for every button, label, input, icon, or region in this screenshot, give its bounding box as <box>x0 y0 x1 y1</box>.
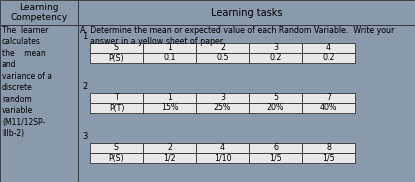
Text: 8: 8 <box>326 143 331 153</box>
Bar <box>143 53 196 63</box>
Text: 2: 2 <box>82 82 87 91</box>
Text: 2: 2 <box>167 143 172 153</box>
Text: 3: 3 <box>82 132 88 141</box>
Bar <box>143 143 196 153</box>
Text: 4: 4 <box>326 43 331 52</box>
Text: 6: 6 <box>273 143 278 153</box>
Bar <box>78 0 415 25</box>
Text: 1: 1 <box>82 32 87 41</box>
Text: P(T): P(T) <box>109 104 124 112</box>
Bar <box>249 153 302 163</box>
Bar <box>90 153 143 163</box>
Bar <box>143 93 196 103</box>
Bar <box>249 93 302 103</box>
Bar <box>249 143 302 153</box>
Text: P(S): P(S) <box>109 153 124 163</box>
Text: A. Determine the mean or expected value of each Random Variable.  Write your
   : A. Determine the mean or expected value … <box>80 26 394 46</box>
Text: 4: 4 <box>220 143 225 153</box>
Text: 1/10: 1/10 <box>214 153 231 163</box>
Text: The  learner
calculates
the    mean
and
variance of a
discrete
random
variable
(: The learner calculates the mean and vari… <box>2 26 52 138</box>
Text: 0.5: 0.5 <box>216 54 229 62</box>
Text: P(S): P(S) <box>109 54 124 62</box>
Text: 1/2: 1/2 <box>163 153 176 163</box>
Text: 2: 2 <box>220 43 225 52</box>
Bar <box>302 153 355 163</box>
Bar <box>302 143 355 153</box>
Bar <box>143 103 196 113</box>
Text: 5: 5 <box>273 94 278 102</box>
Text: Learning
Competency: Learning Competency <box>10 3 68 22</box>
Text: 15%: 15% <box>161 104 178 112</box>
Text: 1: 1 <box>167 43 172 52</box>
Text: S: S <box>114 43 119 52</box>
Text: 0.2: 0.2 <box>269 54 282 62</box>
Bar <box>90 143 143 153</box>
Text: 3: 3 <box>273 43 278 52</box>
Text: 1: 1 <box>167 94 172 102</box>
Bar <box>196 43 249 53</box>
Bar <box>302 53 355 63</box>
Bar <box>0 0 78 25</box>
Bar <box>249 43 302 53</box>
Bar <box>249 53 302 63</box>
Bar <box>302 93 355 103</box>
Text: 25%: 25% <box>214 104 231 112</box>
Bar <box>302 43 355 53</box>
Text: 20%: 20% <box>267 104 284 112</box>
Bar <box>90 103 143 113</box>
Bar <box>196 143 249 153</box>
Bar <box>78 25 415 182</box>
Text: 40%: 40% <box>320 104 337 112</box>
Bar <box>90 43 143 53</box>
Bar <box>90 53 143 63</box>
Bar <box>0 25 78 182</box>
Bar <box>196 153 249 163</box>
Bar <box>249 103 302 113</box>
Text: Learning tasks: Learning tasks <box>211 7 282 17</box>
Bar <box>196 53 249 63</box>
Bar <box>143 153 196 163</box>
Bar <box>90 93 143 103</box>
Text: 0.1: 0.1 <box>163 54 176 62</box>
Text: 0.2: 0.2 <box>322 54 335 62</box>
Text: T: T <box>114 94 119 102</box>
Text: 3: 3 <box>220 94 225 102</box>
Text: S: S <box>114 143 119 153</box>
Text: 1/5: 1/5 <box>269 153 282 163</box>
Bar <box>196 103 249 113</box>
Bar <box>302 103 355 113</box>
Text: 1/5: 1/5 <box>322 153 335 163</box>
Bar <box>143 43 196 53</box>
Text: 7: 7 <box>326 94 331 102</box>
Bar <box>196 93 249 103</box>
